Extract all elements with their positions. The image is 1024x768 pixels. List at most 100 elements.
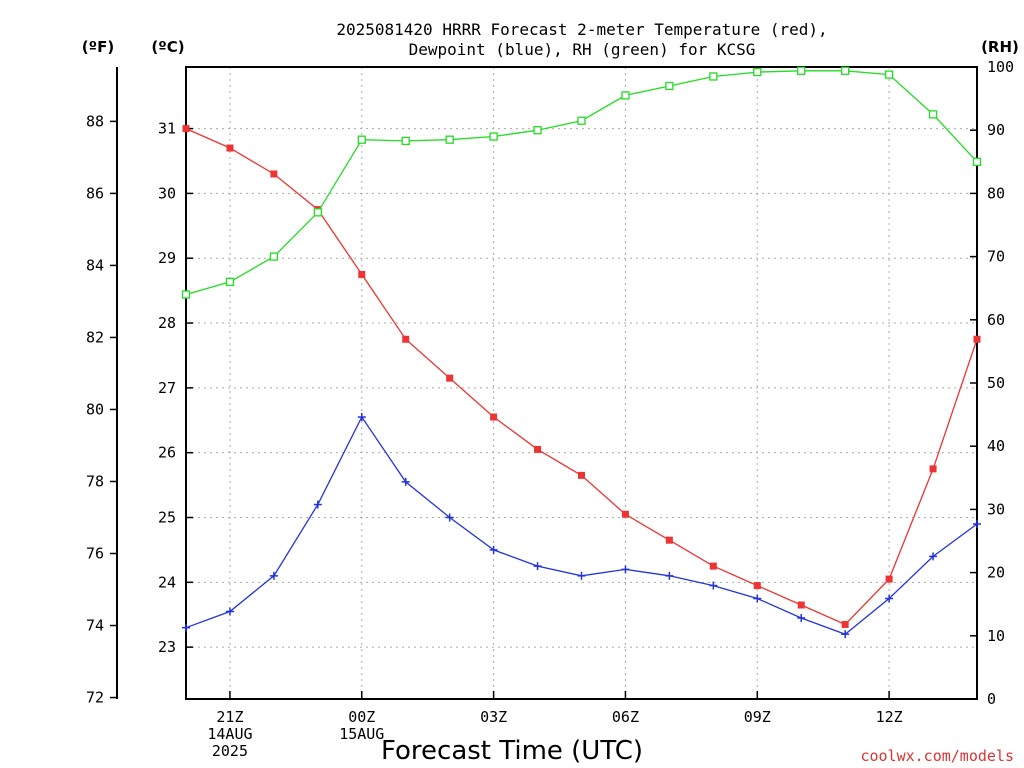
data-point-dewpoint	[533, 562, 542, 571]
data-point-dewpoint	[225, 607, 234, 616]
celsius-tick-label: 30	[158, 184, 176, 202]
data-point-temperature	[270, 170, 278, 178]
data-point-dewpoint	[621, 565, 630, 574]
fahrenheit-tick-label: 80	[86, 400, 104, 418]
time-tick-label: 14AUG	[207, 725, 252, 743]
series-rh	[181, 66, 982, 299]
rh-tick-label: 30	[987, 500, 1005, 518]
rh-tick-label: 50	[987, 374, 1005, 392]
data-point-temperature	[578, 471, 585, 479]
data-point-rh	[357, 135, 366, 144]
data-point-rh	[709, 72, 718, 81]
data-point-rh	[621, 91, 630, 100]
data-point-rh	[181, 290, 191, 299]
time-tick-label: 21Z	[216, 708, 243, 726]
rh-tick-label: 0	[987, 690, 996, 708]
time-tick-label: 00Z	[348, 708, 375, 726]
data-point-temperature	[797, 601, 805, 609]
fahrenheit-tick-label: 76	[86, 545, 104, 563]
x-axis-title: Forecast Time (UTC)	[381, 736, 643, 766]
fahrenheit-tick-label: 72	[86, 689, 104, 707]
data-point-rh	[225, 277, 235, 287]
celsius-tick-label: 28	[158, 314, 176, 332]
series-layer	[181, 66, 982, 639]
data-point-rh	[753, 67, 762, 77]
fahrenheit-tick-label: 88	[86, 112, 104, 130]
celsius-tick-label: 27	[158, 379, 176, 397]
data-point-rh	[313, 208, 322, 217]
data-point-temperature	[753, 582, 761, 590]
fahrenheit-tick-label: 78	[86, 472, 104, 490]
data-point-dewpoint	[885, 594, 894, 603]
series-line-dewpoint	[185, 415, 978, 635]
data-point-temperature	[534, 445, 542, 453]
data-point-dewpoint	[182, 623, 190, 632]
series-temperature	[182, 125, 981, 628]
data-point-rh	[797, 66, 806, 75]
data-point-dewpoint	[577, 571, 586, 580]
rh-tick-label: 10	[987, 627, 1005, 645]
time-tick-label: 15AUG	[339, 725, 384, 743]
data-point-dewpoint	[929, 552, 938, 561]
plot-frame	[185, 66, 978, 700]
data-point-temperature	[490, 413, 498, 421]
series-line-rh	[185, 70, 978, 296]
celsius-unit-label: (ºC)	[151, 38, 184, 56]
data-point-dewpoint	[357, 413, 366, 422]
data-point-rh	[489, 132, 498, 141]
time-tick-label: 03Z	[480, 708, 507, 726]
data-point-rh	[841, 66, 850, 75]
celsius-tick-label: 23	[158, 638, 176, 656]
chart-title-line-1: 2025081420 HRRR Forecast 2-meter Tempera…	[336, 20, 827, 39]
data-point-dewpoint	[445, 513, 454, 522]
time-tick-label: 06Z	[612, 708, 639, 726]
celsius-tick-label: 25	[158, 509, 176, 527]
data-point-dewpoint	[973, 519, 981, 528]
data-point-temperature	[885, 575, 893, 583]
fahrenheit-tick-label: 86	[86, 184, 104, 202]
data-point-temperature	[665, 536, 673, 544]
rh-axis: 0 10 20 30 40 50 60 70 80 90 100	[970, 58, 1014, 708]
data-point-temperature	[402, 335, 410, 343]
series-line-temperature	[185, 128, 978, 626]
data-point-rh	[445, 135, 454, 144]
data-point-rh	[577, 116, 586, 125]
fahrenheit-tick-label: 74	[86, 617, 104, 635]
data-point-rh	[269, 252, 279, 261]
time-tick-label: 2025	[212, 742, 248, 760]
fahrenheit-tick-label: 82	[86, 328, 104, 346]
fahrenheit-tick-label: 84	[86, 256, 104, 274]
rh-tick-label: 20	[987, 564, 1005, 582]
data-point-dewpoint	[313, 500, 322, 509]
data-point-temperature	[358, 270, 366, 278]
data-point-dewpoint	[841, 630, 850, 639]
data-point-dewpoint	[401, 477, 410, 486]
series-dewpoint	[182, 413, 981, 639]
data-point-dewpoint	[709, 581, 718, 590]
celsius-tick-label: 31	[158, 120, 176, 138]
rh-tick-label: 90	[987, 121, 1005, 139]
data-point-rh	[401, 136, 410, 146]
data-point-temperature	[182, 125, 190, 133]
time-tick-label: 09Z	[744, 708, 771, 726]
celsius-tick-label: 24	[158, 573, 176, 591]
source-credit: coolwx.com/models	[860, 747, 1014, 765]
data-point-dewpoint	[665, 571, 674, 580]
data-point-temperature	[973, 335, 981, 343]
fahrenheit-unit-label: (ºF)	[82, 38, 114, 56]
data-point-dewpoint	[797, 613, 806, 622]
rh-unit-label: (RH)	[981, 38, 1019, 56]
data-point-temperature	[709, 562, 717, 570]
chart-title-line-2: Dewpoint (blue), RH (green) for KCSG	[409, 40, 756, 59]
rh-tick-label: 80	[987, 184, 1005, 202]
celsius-tick-label: 29	[158, 249, 176, 267]
data-point-temperature	[446, 374, 454, 382]
data-point-dewpoint	[753, 594, 762, 603]
data-point-temperature	[841, 620, 849, 628]
time-tick-label: 12Z	[876, 708, 903, 726]
data-point-rh	[665, 81, 674, 91]
rh-tick-label: 40	[987, 437, 1005, 455]
data-point-temperature	[226, 144, 234, 152]
